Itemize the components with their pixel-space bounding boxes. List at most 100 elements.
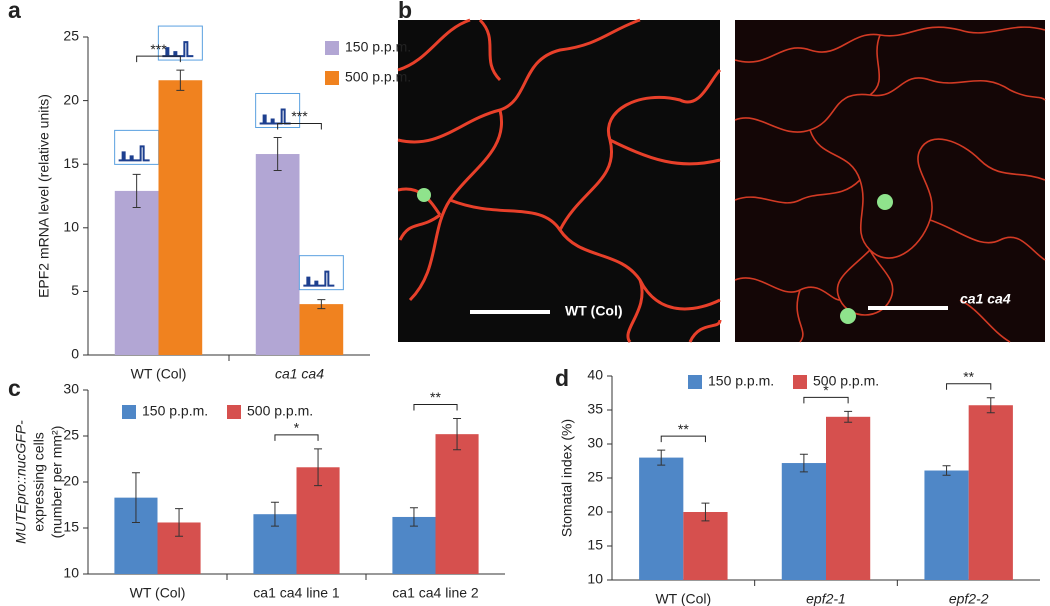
bar [826, 416, 871, 580]
y-tick-label: 15 [63, 519, 79, 535]
significance-bracket [277, 122, 322, 130]
y-tick-label: 25 [587, 469, 603, 485]
bar [114, 190, 159, 355]
error-bar [273, 136, 282, 172]
y-tick-label: 20 [587, 503, 603, 519]
error-bar [317, 299, 326, 310]
error-bar [453, 418, 462, 451]
y-axis-label: expressing cells [31, 432, 47, 532]
significance-label: ** [678, 421, 689, 437]
legend-swatch [122, 405, 136, 419]
error-bar [270, 501, 279, 527]
micrograph-ca1ca4: ca1 ca4 [734, 20, 1046, 343]
legend-swatch [325, 71, 339, 85]
error-bar [409, 507, 418, 527]
bar [683, 512, 728, 580]
y-tick-label: 20 [63, 91, 79, 107]
image-label: ca1 ca4 [960, 291, 1011, 307]
error-bar [176, 69, 185, 91]
legend-swatch [227, 405, 241, 419]
legend-swatch [688, 375, 702, 389]
panel-label: a [8, 0, 21, 23]
y-tick-label: 30 [587, 435, 603, 451]
legend-label: 150 p.p.m. [708, 373, 774, 389]
error-bar [175, 508, 184, 537]
error-bar [844, 410, 853, 423]
error-bar [131, 472, 140, 523]
x-tick-label: WT (Col) [131, 366, 187, 382]
y-tick-label: 30 [63, 381, 79, 397]
significance-bracket [413, 404, 458, 411]
y-tick-label: 10 [587, 571, 603, 587]
panel-label: b [398, 0, 412, 23]
y-tick-label: 15 [63, 155, 79, 171]
error-bar [942, 465, 951, 476]
y-tick-label: 15 [587, 537, 603, 553]
y-tick-label: 25 [63, 28, 79, 44]
x-tick-label: ca1 ca4 line 2 [392, 585, 479, 601]
y-tick-label: 0 [71, 346, 79, 362]
error-bar [314, 448, 323, 487]
y-tick-label: 10 [63, 565, 79, 581]
significance-bracket [136, 55, 181, 63]
legend-label: 150 p.p.m. [345, 39, 411, 55]
y-tick-label: 40 [587, 367, 603, 383]
micrograph-wt: WT (Col) [397, 18, 722, 343]
significance-bracket [803, 396, 849, 404]
significance-bracket [660, 435, 706, 443]
significance-label: * [294, 420, 300, 436]
bar [158, 80, 203, 356]
bar [299, 304, 344, 355]
significance-label: ** [963, 368, 974, 384]
x-tick-label: epf2-1 [806, 591, 846, 606]
trace-inset [162, 41, 194, 58]
legend-swatch [325, 41, 339, 55]
significance-label: ** [430, 389, 441, 405]
trace-inset [298, 255, 344, 291]
legend-label: 500 p.p.m. [247, 403, 313, 419]
x-tick-label: ca1 ca4 [275, 366, 324, 382]
legend-label: 500 p.p.m. [345, 69, 411, 85]
image-label: WT (Col) [565, 303, 623, 319]
significance-bracket [946, 383, 992, 390]
bar [924, 470, 969, 580]
significance-label: *** [150, 41, 167, 57]
trace-inset [114, 129, 160, 165]
bar [255, 154, 300, 355]
legend-label: 500 p.p.m. [813, 373, 879, 389]
panel-label: d [555, 365, 569, 391]
x-tick-label: WT (Col) [655, 591, 711, 606]
y-tick-label: 25 [63, 427, 79, 443]
bar [781, 463, 826, 580]
y-axis-label: (number per mm²) [49, 426, 65, 539]
trace-inset [259, 108, 291, 125]
y-tick-label: 5 [71, 282, 79, 298]
x-tick-label: epf2-2 [949, 591, 989, 606]
y-tick-label: 35 [587, 401, 603, 417]
legend-label: 150 p.p.m. [142, 403, 208, 419]
error-bar [132, 173, 141, 208]
error-bar [657, 449, 666, 466]
significance-bracket [274, 434, 319, 441]
legend-swatch [793, 375, 807, 389]
bar [639, 457, 684, 580]
trace-inset [303, 270, 335, 287]
bar [968, 405, 1013, 580]
y-tick-label: 10 [63, 219, 79, 235]
x-tick-label: WT (Col) [130, 585, 186, 601]
bar [435, 434, 479, 574]
significance-label: *** [291, 108, 308, 124]
trace-inset [118, 145, 150, 162]
x-tick-label: ca1 ca4 line 1 [253, 585, 340, 601]
y-tick-label: 20 [63, 473, 79, 489]
y-axis-label: MUTEpro::nucGFP- [13, 420, 29, 544]
panel-label: c [8, 375, 21, 401]
y-axis-label: Stomatal index (%) [559, 419, 575, 537]
error-bar [986, 397, 995, 414]
error-bar [799, 453, 808, 473]
y-axis-label: EPF2 mRNA level (relative units) [36, 94, 52, 298]
significance-label: * [823, 382, 829, 398]
error-bar [701, 502, 710, 522]
